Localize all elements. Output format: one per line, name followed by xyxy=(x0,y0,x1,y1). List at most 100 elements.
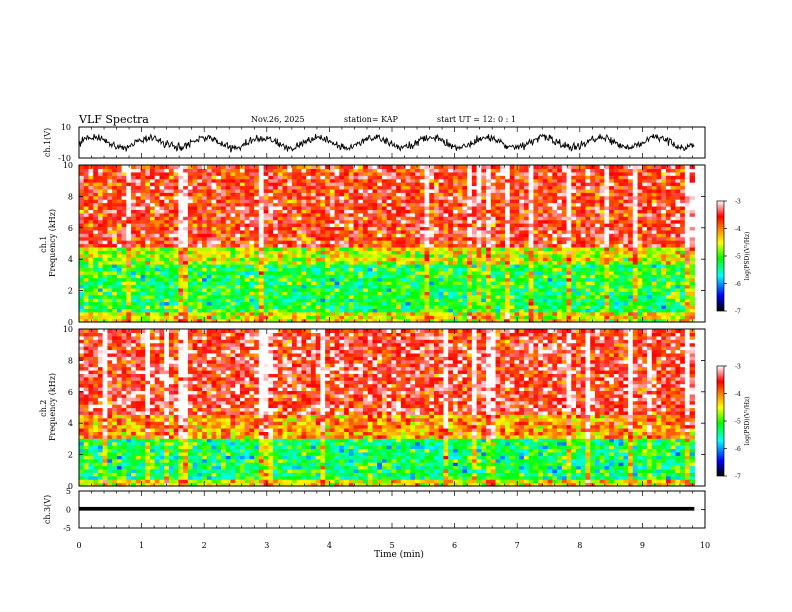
ch1-spectrogram-cell xyxy=(339,291,345,296)
ch1-spectrogram-cell xyxy=(211,287,217,292)
ch1-spectrogram-cell xyxy=(367,304,374,309)
ch1-spectrogram-cell xyxy=(79,199,85,204)
ch1-spectrogram-cell xyxy=(547,212,553,217)
ch1-spectrogram-cell xyxy=(121,298,127,303)
ch1-spectrogram-cell xyxy=(88,243,94,248)
ch1-spectrogram-cell xyxy=(140,219,146,224)
ch1-spectrogram-cell xyxy=(334,178,340,183)
ch1-spectrogram-cell xyxy=(159,199,165,204)
ch1-spectrogram-cell xyxy=(452,270,459,275)
ch1-spectrogram-cell xyxy=(339,168,345,173)
ch1-spectrogram-cell xyxy=(552,192,558,197)
ch1-spectrogram-cell xyxy=(438,199,445,204)
ch1-spectrogram-cell xyxy=(419,263,426,268)
ch1-spectrogram-cell xyxy=(263,304,269,309)
ch1-spectrogram-cell xyxy=(500,188,506,193)
ch1-spectrogram-cell xyxy=(471,171,478,176)
ch1-spectrogram-cell xyxy=(112,209,118,214)
ch1-spectrogram-cell xyxy=(211,236,217,241)
ch1-spectrogram-cell xyxy=(88,274,94,279)
ch1-spectrogram-cell xyxy=(235,165,241,170)
ch1-spectrogram-cell xyxy=(239,233,246,238)
ch1-spectrogram-cell xyxy=(192,182,198,187)
ch1-spectrogram-cell xyxy=(542,226,549,231)
ch1-spectrogram-cell xyxy=(310,165,317,170)
ch1-spectrogram-cell xyxy=(358,175,364,180)
ch1-spectrogram-cell xyxy=(400,308,407,313)
ch1-spectrogram-cell xyxy=(168,175,175,180)
ch1-spectrogram-cell xyxy=(131,287,137,292)
ch1-spectrogram-cell xyxy=(528,243,535,248)
ch1-spectrogram-cell xyxy=(344,178,350,183)
ch1-spectrogram-cell xyxy=(542,240,549,245)
ch1-spectrogram-cell xyxy=(116,171,123,176)
ch1-spectrogram-cell xyxy=(400,199,407,204)
ch1-spectrogram-cell xyxy=(495,260,501,265)
ch1-spectrogram-cell xyxy=(372,291,378,296)
ch1-spectrogram-cell xyxy=(216,243,222,248)
ch1-spectrogram-cell xyxy=(386,226,393,231)
ch1-spectrogram-cell xyxy=(140,267,146,272)
ch1-spectrogram-cell xyxy=(348,185,355,190)
ch1-spectrogram-cell xyxy=(121,188,127,193)
ch1-spectrogram-cell xyxy=(339,212,345,217)
ch1-spectrogram-cell xyxy=(571,192,577,197)
ch1-spectrogram-cell xyxy=(273,260,279,265)
ch1-spectrogram-cell xyxy=(258,205,265,210)
ch1-spectrogram-cell xyxy=(225,260,232,265)
ch1-spectrogram-cell xyxy=(377,175,383,180)
ch1-spectrogram-cell xyxy=(131,182,137,187)
ch1-spectrogram-cell xyxy=(249,304,255,309)
ch1-spectrogram-cell xyxy=(306,192,312,197)
ch1-spectrogram-cell xyxy=(211,246,217,251)
ch1-spectrogram-cell xyxy=(429,274,435,279)
ch1-spectrogram-cell xyxy=(107,243,113,248)
ch1-spectrogram-cell xyxy=(112,263,118,268)
ch1-spectrogram-cell xyxy=(315,257,322,262)
ch1-spectrogram-cell xyxy=(235,188,241,193)
ch1-spectrogram-cell xyxy=(140,246,146,251)
ch1-spectrogram-cell xyxy=(448,226,454,231)
ch1-spectrogram-cell xyxy=(83,175,90,180)
ch1-spectrogram-cell xyxy=(310,209,317,214)
ch1-spectrogram-cell xyxy=(187,274,194,279)
ch1-spectrogram-cell xyxy=(97,291,104,296)
ch1-spectrogram-cell xyxy=(168,287,175,292)
ch1-spectrogram-cell xyxy=(287,212,293,217)
ch1-spectrogram-cell xyxy=(528,294,535,299)
ch1-spectrogram-cell xyxy=(83,209,90,214)
ch1-spectrogram-cell xyxy=(150,291,156,296)
ch1-spectrogram-cell xyxy=(363,229,369,234)
ch1-spectrogram-cell xyxy=(528,178,535,183)
ch1-spectrogram-cell xyxy=(131,284,137,289)
ch1-spectrogram-cell xyxy=(367,185,374,190)
ch1-spectrogram-cell xyxy=(202,171,208,176)
ch1-spectrogram-cell xyxy=(168,165,175,170)
ch1-spectrogram-cell xyxy=(187,315,194,320)
ch1-spectrogram-cell xyxy=(391,315,397,320)
ch1-spectrogram-cell xyxy=(381,270,388,275)
ch1-spectrogram-cell xyxy=(495,253,501,258)
ch1-spectrogram-cell xyxy=(538,205,544,210)
ch1-spectrogram-cell xyxy=(320,253,326,258)
ch1-spectrogram-cell xyxy=(282,178,288,183)
ch1-spectrogram-cell xyxy=(206,209,213,214)
ch1-spectrogram-cell xyxy=(83,291,90,296)
ch1-spectrogram-cell xyxy=(410,260,416,265)
ch1-spectrogram-cell xyxy=(561,171,568,176)
ch1-spectrogram-cell xyxy=(367,311,374,316)
ch1-spectrogram-cell xyxy=(434,178,440,183)
ch1-spectrogram-cell xyxy=(377,281,383,286)
ch1-spectrogram-cell xyxy=(505,281,511,286)
ch1-spectrogram-cell xyxy=(221,253,227,258)
ch1-spectrogram-cell xyxy=(523,236,530,241)
ch1-spectrogram-cell xyxy=(415,236,421,241)
ch1-spectrogram-cell xyxy=(173,294,179,299)
ch1-spectrogram-cell xyxy=(542,195,549,200)
ch1-spectrogram-cell xyxy=(88,199,94,204)
ch1-spectrogram-cell xyxy=(538,301,544,306)
ch1-spectrogram-cell xyxy=(202,165,208,170)
ch1-spectrogram-cell xyxy=(221,243,227,248)
ch1-spectrogram-cell xyxy=(410,277,416,282)
ch1-spectrogram-cell xyxy=(542,205,549,210)
